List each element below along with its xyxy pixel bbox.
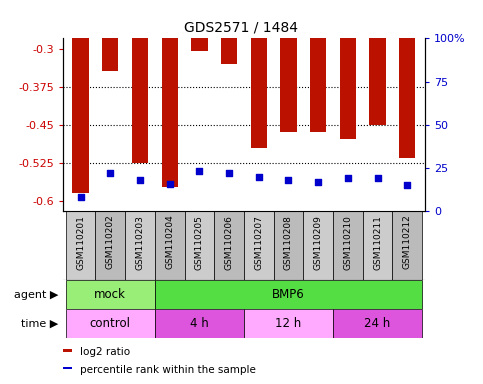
Text: GSM110206: GSM110206 xyxy=(225,215,234,270)
Bar xyxy=(273,211,303,280)
Bar xyxy=(96,211,125,280)
Bar xyxy=(63,349,72,351)
Text: control: control xyxy=(90,317,131,330)
Text: time ▶: time ▶ xyxy=(21,318,58,329)
Text: GSM110210: GSM110210 xyxy=(343,215,352,270)
Text: log2 ratio: log2 ratio xyxy=(80,347,130,358)
Point xyxy=(196,168,203,174)
Bar xyxy=(185,211,214,280)
Bar xyxy=(191,38,208,51)
Text: 12 h: 12 h xyxy=(275,317,301,330)
Text: GSM110207: GSM110207 xyxy=(254,215,263,270)
Bar xyxy=(310,38,327,132)
Bar xyxy=(102,38,118,71)
Text: 24 h: 24 h xyxy=(364,317,391,330)
Text: GDS2571 / 1484: GDS2571 / 1484 xyxy=(185,21,298,35)
Bar xyxy=(132,38,148,163)
Bar xyxy=(66,309,155,338)
Bar xyxy=(155,280,422,309)
Bar xyxy=(369,38,386,125)
Bar xyxy=(155,309,244,338)
Text: GSM110211: GSM110211 xyxy=(373,215,382,270)
Bar xyxy=(125,211,155,280)
Text: BMP6: BMP6 xyxy=(272,288,305,301)
Text: GSM110202: GSM110202 xyxy=(106,215,115,270)
Bar xyxy=(72,38,89,194)
Text: 4 h: 4 h xyxy=(190,317,209,330)
Text: GSM110205: GSM110205 xyxy=(195,215,204,270)
Point xyxy=(344,175,352,181)
Text: GSM110212: GSM110212 xyxy=(403,215,412,270)
Bar xyxy=(340,38,356,139)
Point xyxy=(403,182,411,188)
Bar xyxy=(303,211,333,280)
Point xyxy=(225,170,233,176)
Text: percentile rank within the sample: percentile rank within the sample xyxy=(80,365,256,375)
Point xyxy=(166,180,173,187)
Point xyxy=(255,174,263,180)
Bar xyxy=(244,211,273,280)
Bar xyxy=(66,280,155,309)
Bar xyxy=(155,211,185,280)
Bar xyxy=(280,38,297,132)
Bar xyxy=(63,367,72,369)
Bar xyxy=(333,309,422,338)
Bar xyxy=(333,211,363,280)
Bar xyxy=(214,211,244,280)
Point xyxy=(77,194,85,200)
Point xyxy=(374,175,382,181)
Text: mock: mock xyxy=(94,288,126,301)
Text: GSM110208: GSM110208 xyxy=(284,215,293,270)
Bar xyxy=(251,38,267,148)
Text: GSM110203: GSM110203 xyxy=(136,215,144,270)
Bar xyxy=(399,38,415,158)
Bar xyxy=(392,211,422,280)
Point xyxy=(314,179,322,185)
Text: GSM110201: GSM110201 xyxy=(76,215,85,270)
Text: GSM110209: GSM110209 xyxy=(313,215,323,270)
Bar xyxy=(221,38,237,64)
Point xyxy=(106,170,114,176)
Point xyxy=(136,177,144,183)
Text: agent ▶: agent ▶ xyxy=(14,290,58,300)
Bar xyxy=(66,211,96,280)
Bar xyxy=(161,38,178,187)
Bar xyxy=(363,211,392,280)
Point xyxy=(284,177,292,183)
Bar xyxy=(244,309,333,338)
Text: GSM110204: GSM110204 xyxy=(165,215,174,270)
